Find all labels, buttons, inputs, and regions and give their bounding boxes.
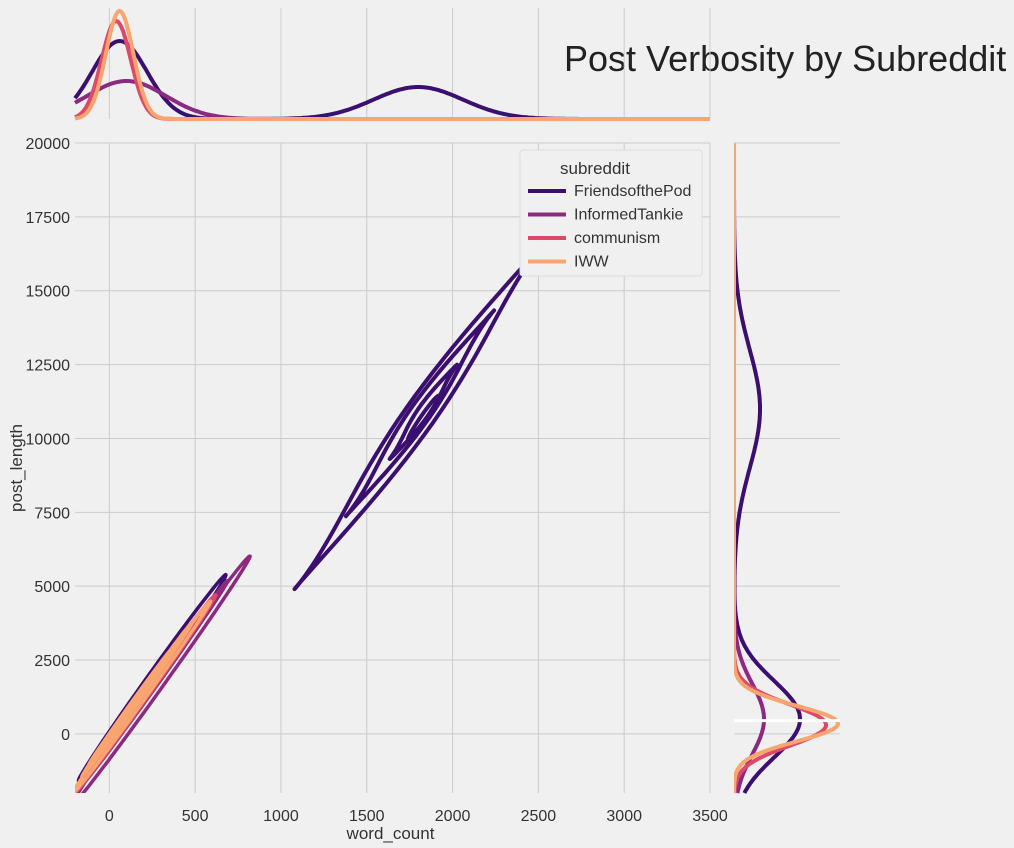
right-marginal-group: [734, 143, 840, 794]
top-marginal-friendsofthepod: [73, 38, 710, 121]
x-tick-label: 2000: [435, 808, 471, 825]
top-marginal-iww: [74, 8, 710, 121]
y-axis-label: post_length: [7, 424, 26, 512]
x-tick-label: 1500: [349, 808, 385, 825]
legend-box: [519, 149, 703, 277]
legend-title: subreddit: [560, 159, 630, 178]
x-tick-label: 3000: [606, 808, 642, 825]
contour-iww-3: [86, 648, 173, 767]
legend-label: FriendsofthePod: [574, 183, 691, 200]
contour-friendsofthepod-mid: [343, 308, 497, 519]
contour-friendsofthepod-core: [405, 393, 441, 442]
y-tick-label: 7500: [34, 505, 70, 522]
x-tick-label: 3500: [692, 808, 728, 825]
right-marginal-informedtankie: [734, 143, 766, 794]
right-marginal-iww: [734, 143, 840, 794]
x-tick-label: 500: [182, 808, 209, 825]
contour-group: [75, 238, 548, 793]
y-tick-label: 0: [61, 727, 70, 744]
right-marginal-communism: [734, 143, 828, 794]
x-tick-label: 0: [105, 808, 114, 825]
x-axis-label: word_count: [346, 824, 435, 843]
y-tick-label: 2500: [34, 653, 70, 670]
y-tick-label: 10000: [26, 431, 71, 448]
legend-label: communism: [574, 230, 660, 247]
y-tick-label: 12500: [26, 358, 71, 375]
x-tick-label: 1000: [263, 808, 299, 825]
legend-label: IWW: [574, 254, 610, 271]
y-tick-label: 5000: [34, 579, 70, 596]
y-tick-label: 20000: [26, 136, 71, 153]
top-marginal-informedtankie: [73, 79, 710, 121]
y-tick-label: 15000: [26, 284, 71, 301]
y-tick-label: 17500: [26, 210, 71, 227]
x-tick-label: 2500: [521, 808, 557, 825]
contour-friendsofthepod-outer: [292, 238, 548, 592]
chart-title: Post Verbosity by Subreddit: [564, 38, 1007, 79]
legend-label: InformedTankie: [574, 207, 683, 224]
